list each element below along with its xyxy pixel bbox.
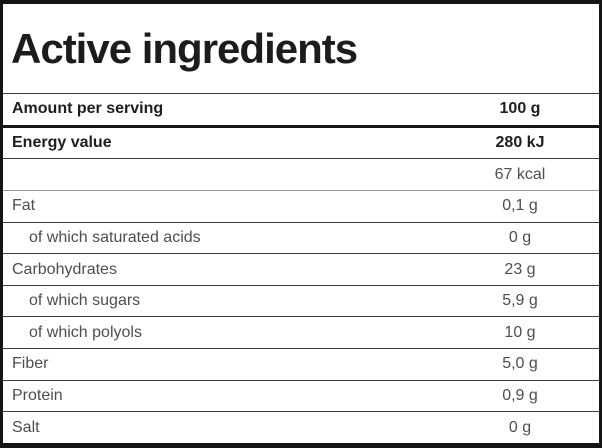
row-value: 5,0 g xyxy=(502,355,538,373)
row-value: 0 g xyxy=(508,418,532,436)
row-value: 67 kcal xyxy=(494,165,546,183)
table-row-saturated-acids: of which saturated acids 0 g xyxy=(3,223,599,255)
row-value: 10 g xyxy=(504,323,536,341)
table-row-carbohydrates: Carbohydrates 23 g xyxy=(3,254,599,286)
title-block: Active ingredients xyxy=(3,4,599,94)
row-label: Carbohydrates xyxy=(12,260,117,278)
row-label: Salt xyxy=(12,418,40,436)
row-value: 280 kJ xyxy=(495,133,545,151)
table-row-fat: Fat 0,1 g xyxy=(3,191,599,223)
page-title: Active ingredients xyxy=(11,24,358,72)
table-row-sugars: of which sugars 5,9 g xyxy=(3,286,599,318)
table-row-amount-per-serving: Amount per serving 100 g xyxy=(3,94,599,128)
row-label: of which sugars xyxy=(29,292,141,310)
table-row-salt: Salt 0 g xyxy=(3,412,599,443)
row-value: 100 g xyxy=(499,100,541,118)
row-label: Fat xyxy=(12,197,36,215)
row-value: 5,9 g xyxy=(502,292,538,310)
row-label: Amount per serving xyxy=(12,100,164,118)
table-row-fiber: Fiber 5,0 g xyxy=(3,349,599,381)
table-row-protein: Protein 0,9 g xyxy=(3,381,599,413)
row-label: of which saturated acids xyxy=(29,228,201,246)
table-row-energy-kj: Energy value 280 kJ xyxy=(3,128,599,160)
row-label: Protein xyxy=(12,387,63,405)
row-label: of which polyols xyxy=(29,323,142,341)
table-row-polyols: of which polyols 10 g xyxy=(3,317,599,350)
row-value: 0,9 g xyxy=(502,387,538,405)
row-value: 0 g xyxy=(508,228,532,246)
table-row-energy-kcal: 67 kcal xyxy=(3,159,599,191)
row-value: 0,1 g xyxy=(502,197,538,215)
row-label: Energy value xyxy=(12,133,112,151)
row-label: Fiber xyxy=(12,355,49,373)
row-value: 23 g xyxy=(504,260,536,278)
